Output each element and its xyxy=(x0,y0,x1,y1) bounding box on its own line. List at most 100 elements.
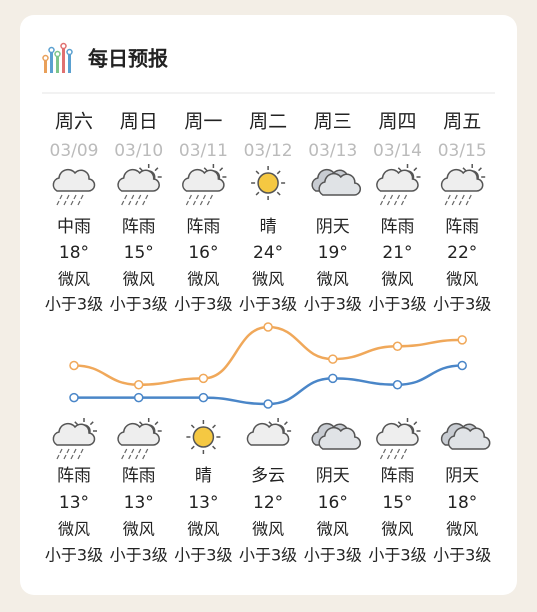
temp-label: 13° xyxy=(59,493,89,513)
sun-ray xyxy=(276,170,281,175)
weekday: 周四 xyxy=(378,111,416,133)
sun-ray xyxy=(154,167,159,172)
rain-drop xyxy=(393,200,398,206)
weather-icon xyxy=(440,422,491,450)
rain-drop xyxy=(403,448,408,454)
date: 03/11 xyxy=(179,141,228,161)
temp-label: 22° xyxy=(447,243,477,263)
sun-ray xyxy=(413,167,418,172)
date: 03/09 xyxy=(50,141,99,161)
sun-ray xyxy=(268,421,273,426)
rain-drop xyxy=(59,448,63,454)
sun-ray xyxy=(89,421,94,426)
day-wind: 微风 xyxy=(252,270,284,289)
weather-icon xyxy=(117,164,162,206)
cloud xyxy=(117,168,160,192)
rain-drop xyxy=(80,448,84,454)
temp-label: 18° xyxy=(447,493,477,513)
sun-ray xyxy=(74,421,79,426)
rain-drop xyxy=(454,194,458,200)
night-wind-level: 小于3级 xyxy=(433,546,491,565)
rain-drop xyxy=(382,194,387,200)
rain-drop xyxy=(131,194,135,200)
rain-drop xyxy=(56,454,60,460)
weather-icon xyxy=(52,168,96,206)
card xyxy=(20,15,517,595)
day-wind-level: 小于3级 xyxy=(110,295,168,314)
sun-ray xyxy=(138,421,143,426)
sun-ray xyxy=(478,167,482,172)
rain-drop xyxy=(195,194,199,200)
sun-ray xyxy=(212,445,216,450)
rain-drop xyxy=(128,454,132,460)
night-weather: 阵雨 xyxy=(57,466,91,486)
day-weather: 阵雨 xyxy=(381,217,415,237)
cloud xyxy=(318,172,362,196)
night-weather: 阴天 xyxy=(445,466,479,486)
rain-drop xyxy=(458,200,462,206)
sun-ray xyxy=(283,421,288,426)
temp-label: 15° xyxy=(124,243,154,263)
rain-drop xyxy=(135,454,139,460)
day-wind: 微风 xyxy=(187,270,219,289)
rain-drop xyxy=(199,200,203,206)
rain-drop xyxy=(142,454,146,460)
sun-ray xyxy=(397,167,402,172)
weather-icon xyxy=(186,420,221,454)
cloud xyxy=(52,168,96,192)
rain-drop xyxy=(124,194,128,200)
rain-drop xyxy=(135,200,139,206)
rain-drop xyxy=(403,194,408,200)
rain-drop xyxy=(379,454,384,460)
day-wind-level: 小于3级 xyxy=(368,295,426,314)
weather-icon xyxy=(117,418,162,460)
rain-drop xyxy=(121,454,125,460)
night-weather: 阴天 xyxy=(316,466,350,486)
rain-drop xyxy=(206,200,210,206)
sun-ray xyxy=(219,167,224,172)
sun xyxy=(257,172,279,194)
night-wind: 微风 xyxy=(381,520,413,539)
temp-point xyxy=(263,322,273,332)
rain-drop xyxy=(131,448,135,454)
cloud xyxy=(376,422,419,446)
rain-drop xyxy=(66,448,70,454)
rain-drop xyxy=(142,200,146,206)
day-weather: 晴 xyxy=(260,217,277,237)
temp-label: 16° xyxy=(188,243,218,263)
temp-point xyxy=(133,392,144,403)
weather-icon xyxy=(246,418,292,446)
weather-icon xyxy=(251,166,286,200)
rain-drop xyxy=(128,200,132,206)
sun-ray xyxy=(276,191,281,196)
rain-drop xyxy=(121,200,125,206)
temp-label: 16° xyxy=(318,493,348,513)
title: 每日预报 xyxy=(88,47,168,71)
rain-drop xyxy=(56,200,60,206)
weekday: 周一 xyxy=(184,111,222,133)
rain-drop xyxy=(73,448,77,454)
rain-drop xyxy=(382,448,387,454)
weather-icon xyxy=(440,164,486,206)
rain-drop xyxy=(468,194,472,200)
day-wind-level: 小于3级 xyxy=(239,295,297,314)
temp-label: 24° xyxy=(253,243,283,263)
night-wind: 微风 xyxy=(252,520,284,539)
temp-label: 13° xyxy=(188,493,218,513)
night-wind: 微风 xyxy=(187,520,219,539)
day-weather: 阵雨 xyxy=(445,217,479,237)
rain-drop xyxy=(461,194,465,200)
day-wind: 微风 xyxy=(381,270,413,289)
rain-drop xyxy=(202,194,206,200)
rain-drop xyxy=(70,454,74,460)
sun xyxy=(192,426,215,448)
night-weather: 阵雨 xyxy=(381,466,415,486)
night-wind: 微风 xyxy=(58,520,90,539)
rain-drop xyxy=(138,194,142,200)
weather-icon xyxy=(311,168,362,196)
weather-icon xyxy=(182,164,227,206)
temp-point xyxy=(198,392,209,403)
date: 03/15 xyxy=(438,141,487,161)
temp-label: 13° xyxy=(124,493,154,513)
